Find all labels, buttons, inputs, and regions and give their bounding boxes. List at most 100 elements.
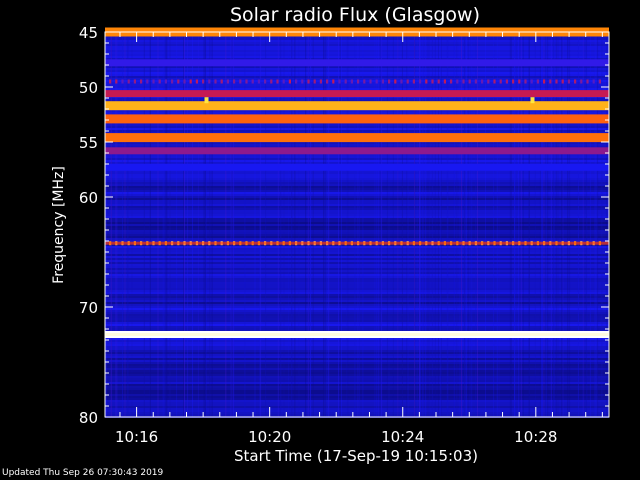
spectrum-row (105, 218, 609, 220)
spectrum-row (105, 70, 609, 72)
noise-streak (584, 32, 586, 417)
band-dot (307, 79, 310, 84)
noise-streak (401, 32, 403, 417)
spectrum-row (105, 408, 609, 410)
band-dot (567, 79, 570, 84)
spectrum-row (105, 144, 609, 146)
spectrum-row (105, 130, 609, 132)
spectrum-row (105, 146, 609, 148)
band-dot (239, 79, 242, 84)
noise-streak (595, 32, 597, 417)
noise-streak (429, 32, 430, 417)
noise-streak (514, 32, 516, 417)
spectrum-row (105, 344, 609, 346)
noise-streak (397, 32, 399, 417)
noise-streak (323, 32, 324, 417)
spectrum-row (105, 264, 609, 266)
spectrum-row (105, 366, 609, 368)
noise-streak (545, 32, 547, 417)
spectrum-row (105, 356, 609, 358)
noise-streak (453, 32, 455, 417)
spectrum-row (105, 236, 609, 238)
spectrum-row (105, 348, 609, 350)
noise-streak (378, 32, 380, 417)
noise-streak (127, 32, 129, 417)
noise-streak (254, 32, 256, 417)
spectrum-row (105, 284, 609, 286)
spectrum-row (105, 370, 609, 372)
spectrum-row (105, 40, 609, 42)
noise-streak (328, 32, 330, 417)
spectrum-row (105, 76, 609, 78)
noise-streak (516, 32, 518, 417)
band-dot (183, 79, 186, 84)
spectrum-row (105, 208, 609, 210)
spectrum-row (105, 202, 609, 204)
noise-streak (291, 32, 293, 417)
spectrum-row (105, 254, 609, 256)
spectrum-row (105, 240, 609, 242)
noise-streak (407, 32, 409, 417)
noise-streak (325, 32, 327, 417)
spectrum-row (105, 272, 609, 274)
frequency-band (105, 59, 609, 67)
spectrum-row (105, 78, 609, 80)
noise-streak (298, 32, 300, 417)
y-tick-label: 55 (79, 134, 98, 152)
band-dot (121, 79, 124, 84)
y-tick-label: 50 (79, 79, 98, 97)
spectrum-row (105, 180, 609, 182)
noise-streak (469, 32, 471, 417)
spectrum-row (105, 44, 609, 46)
noise-streak (124, 32, 126, 417)
noise-streak (354, 32, 356, 417)
noise-streak (192, 32, 193, 417)
band-dot (394, 79, 397, 84)
noise-streak (459, 32, 461, 417)
spectrum-row (105, 372, 609, 374)
noise-streak (553, 32, 555, 417)
spectrum-row (105, 342, 609, 344)
noise-streak (338, 32, 340, 417)
spectrum-row (105, 200, 609, 202)
band-dot (518, 79, 521, 84)
noise-streak (294, 32, 296, 417)
band-dot (543, 79, 546, 84)
noise-streak (265, 32, 267, 417)
noise-streak (471, 32, 473, 417)
band-dot (295, 79, 298, 84)
band-dot (574, 79, 577, 84)
noise-streak (419, 32, 421, 417)
noise-streak (509, 32, 511, 417)
band-dot (208, 79, 211, 84)
noise-streak (265, 32, 266, 417)
band-dot (164, 79, 167, 84)
noise-streak (419, 32, 421, 417)
band-dot (505, 79, 508, 84)
spectrum-row (105, 170, 609, 172)
spectrum-row (105, 260, 609, 262)
band-dot (512, 79, 515, 84)
noise-streak (562, 32, 564, 417)
noise-streak (277, 32, 279, 417)
band-dot (140, 79, 143, 84)
spectrum-row (105, 322, 609, 324)
band-dot (561, 79, 564, 84)
band-dot (133, 79, 136, 84)
band-dot (214, 79, 217, 84)
spectrum-row (105, 176, 609, 178)
noise-streak (346, 32, 348, 417)
noise-streak (233, 32, 235, 417)
noise-streak (244, 32, 246, 417)
noise-streak (522, 32, 524, 417)
spectrum-row (105, 74, 609, 76)
spectrum-row (105, 198, 609, 200)
spectrum-row (105, 252, 609, 254)
noise-streak (447, 32, 449, 417)
spectrum-row (105, 312, 609, 314)
noise-streak (115, 32, 117, 417)
noise-streak (514, 32, 516, 417)
x-tick-label: 10:16 (115, 428, 158, 446)
noise-streak (307, 32, 309, 417)
noise-streak (585, 32, 587, 417)
